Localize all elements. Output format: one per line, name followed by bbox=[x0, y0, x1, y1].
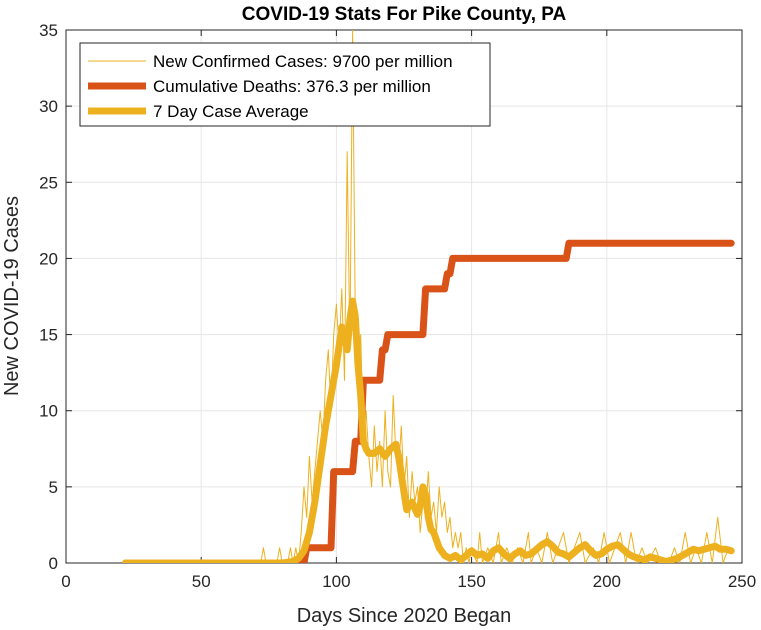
plot-area-frame bbox=[65, 29, 743, 564]
y-tick-label: 25 bbox=[39, 173, 58, 192]
legend-label: Cumulative Deaths: 376.3 per million bbox=[153, 77, 431, 96]
legend-box bbox=[79, 42, 491, 127]
x-tick-label: 100 bbox=[322, 572, 350, 591]
axis-ticks: 0 50 100 150 200 250 0 5 10 15 20 25 30 35 bbox=[39, 21, 756, 591]
x-axis-title: Days Since 2020 Began bbox=[297, 605, 512, 627]
legend-entry-deaths: Cumulative Deaths: 376.3 per million bbox=[88, 77, 431, 96]
legend-label: New Confirmed Cases: 9700 per million bbox=[153, 52, 453, 71]
x-tick-label: 50 bbox=[192, 572, 211, 591]
y-tick-label: 5 bbox=[49, 478, 58, 497]
x-tick-label: 0 bbox=[61, 572, 70, 591]
legend-label: 7 Day Case Average bbox=[153, 102, 309, 121]
y-tick-label: 35 bbox=[39, 21, 58, 40]
y-tick-label: 10 bbox=[39, 402, 58, 421]
legend-entry-new-cases: New Confirmed Cases: 9700 per million bbox=[88, 52, 453, 71]
x-tick-label: 200 bbox=[593, 572, 621, 591]
x-tick-label: 250 bbox=[728, 572, 756, 591]
legend-entry-seven-day-average: 7 Day Case Average bbox=[88, 102, 309, 121]
y-tick-label: 0 bbox=[49, 554, 58, 573]
new-confirmed-cases-line bbox=[125, 30, 729, 563]
legend: New Confirmed Cases: 9700 per million Cum… bbox=[79, 42, 491, 127]
y-tick-label: 30 bbox=[39, 97, 58, 116]
series-lines bbox=[122, 30, 735, 563]
y-axis-title: New COVID-19 Cases bbox=[1, 196, 23, 396]
seven-day-average-line bbox=[122, 297, 735, 563]
cumulative-deaths-line bbox=[122, 239, 735, 563]
y-tick-label: 15 bbox=[39, 326, 58, 345]
x-tick-label: 150 bbox=[457, 572, 485, 591]
y-tick-label: 20 bbox=[39, 249, 58, 268]
chart-title: COVID-19 Stats For Pike County, PA bbox=[242, 4, 567, 25]
